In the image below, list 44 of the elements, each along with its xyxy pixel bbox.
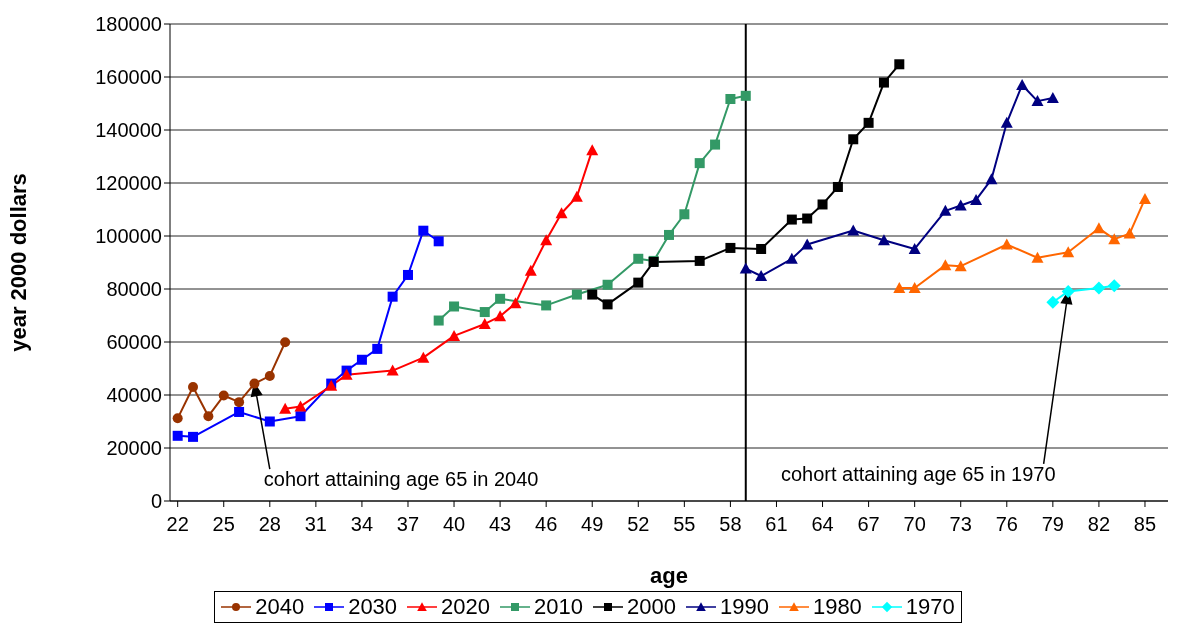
legend-label: 2030 [348, 594, 398, 620]
x-tick-label: 28 [258, 513, 281, 536]
x-tick-label: 79 [1041, 513, 1064, 536]
legend-label: 2020 [441, 594, 491, 620]
y-tick-label: 60000 [106, 331, 162, 354]
x-tick-label: 52 [627, 513, 650, 536]
legend-label: 1980 [812, 594, 862, 620]
y-tick-label: 160000 [95, 66, 162, 89]
x-tick-label: 46 [535, 513, 558, 536]
legend-label: 1990 [719, 594, 769, 620]
legend-label: 2040 [255, 594, 305, 620]
x-tick-label: 58 [719, 513, 742, 536]
x-tick-label: 25 [212, 513, 235, 536]
x-axis-title: age [650, 563, 688, 588]
y-tick-label: 120000 [95, 172, 162, 195]
annotation: cohort attaining age 65 in 1970 [780, 462, 1056, 485]
x-tick-label: 70 [903, 513, 926, 536]
x-tick-label: 55 [673, 513, 696, 536]
x-tick-label: 76 [995, 513, 1018, 536]
x-tick-label: 82 [1087, 513, 1111, 536]
y-tick-label: 40000 [106, 384, 162, 407]
y-tick-label: 180000 [95, 13, 162, 36]
x-tick-label: 34 [350, 513, 374, 536]
x-tick-label: 85 [1133, 513, 1157, 536]
annotation: cohort attaining age 65 in 2040 [263, 468, 539, 491]
x-tick-label: 49 [581, 513, 604, 536]
x-tick-label: 31 [304, 513, 327, 536]
x-tick-label: 61 [765, 513, 788, 536]
x-tick-label: 64 [811, 513, 834, 536]
x-tick-label: 43 [488, 513, 512, 536]
legend-label: 2000 [627, 594, 676, 620]
y-tick-label: 140000 [95, 119, 162, 142]
legend-label: 1970 [905, 594, 955, 620]
x-tick-label: 22 [166, 513, 189, 536]
y-axis-title: year 2000 dollars [5, 173, 31, 352]
x-tick-label: 67 [857, 513, 880, 536]
y-tick-label: 0 [150, 490, 162, 513]
y-tick-label: 80000 [106, 278, 162, 301]
x-tick-label: 40 [442, 513, 466, 536]
y-tick-label: 20000 [106, 437, 162, 460]
x-tick-label: 37 [396, 513, 420, 536]
x-tick-label: 73 [949, 513, 972, 536]
y-tick-label: 100000 [95, 225, 162, 248]
legend-label: 2010 [534, 594, 583, 620]
